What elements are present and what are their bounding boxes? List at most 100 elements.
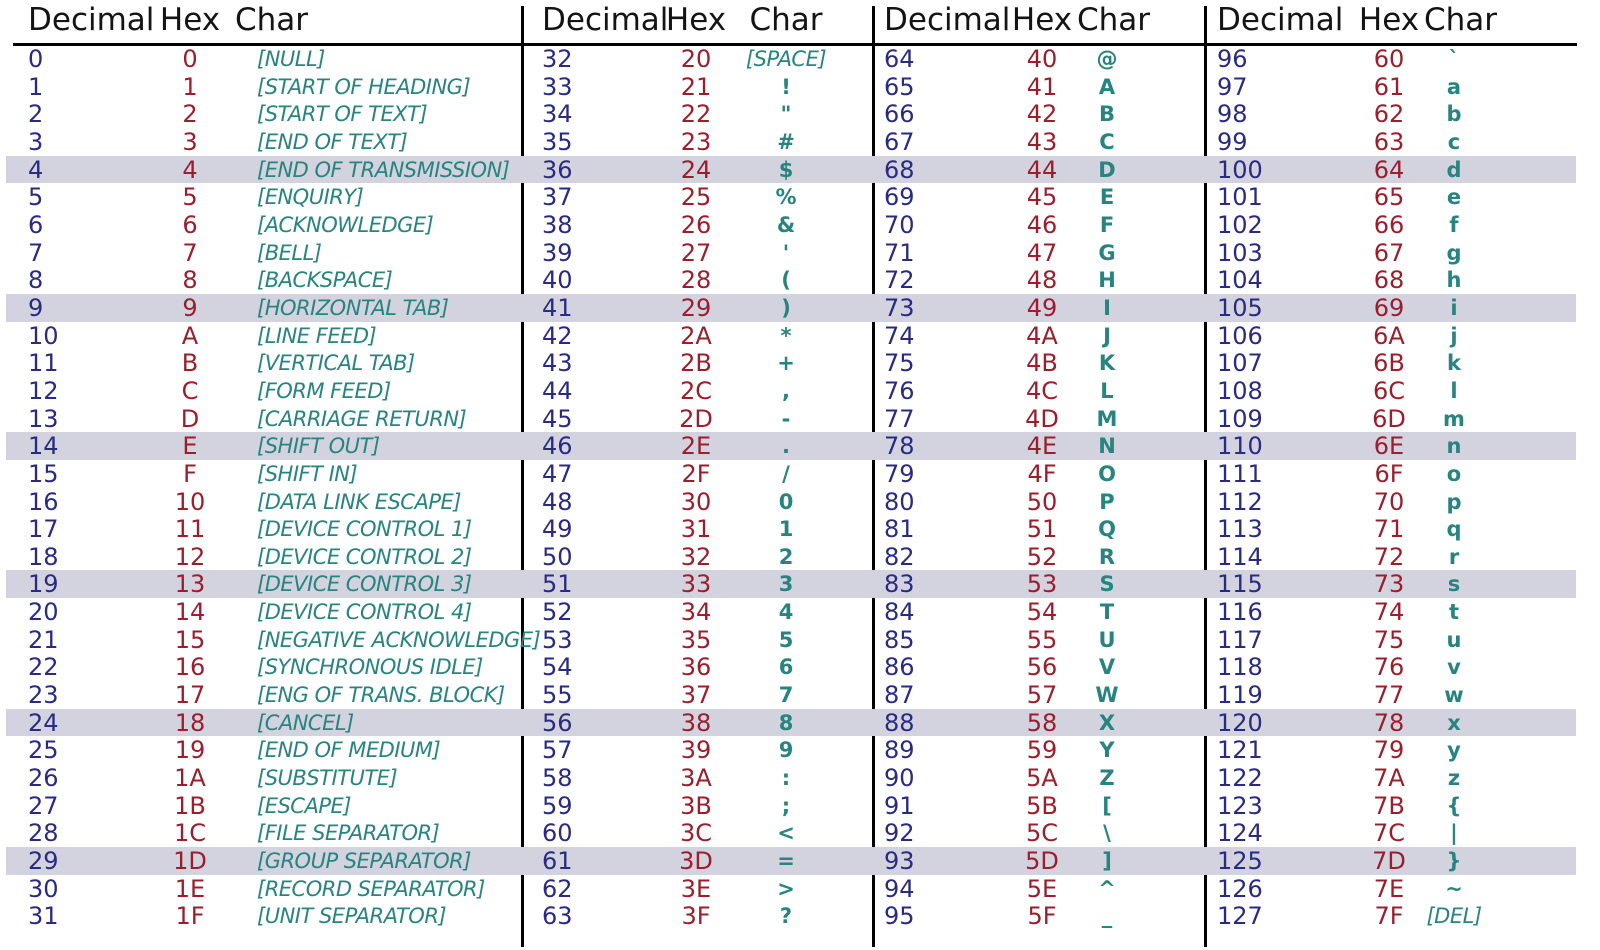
char-cell: [ACKNOWLEDGE] — [257, 212, 434, 237]
group-1-cells: 19 13 [DEVICE CONTROL 3] — [0, 570, 521, 598]
header-row: Decimal Hex Char Decimal Hex Char Decima… — [0, 0, 1600, 44]
decimal-cell: 42 — [542, 321, 573, 350]
hex-cell: 3 — [182, 127, 198, 156]
char-cell: < — [777, 821, 795, 846]
hex-cell: 63 — [1373, 127, 1405, 156]
char-cell: I — [1103, 295, 1111, 320]
table-row: 16 10 [DATA LINK ESCAPE] 48 30 0 80 50 P 112 70 p — [0, 488, 1600, 516]
group-4-cells: 113 71 q — [1204, 515, 1598, 543]
char-cell: E — [1099, 185, 1115, 210]
decimal-cell: 118 — [1217, 653, 1263, 682]
decimal-cell: 88 — [884, 708, 915, 737]
decimal-cell: 2 — [28, 100, 44, 129]
table-row: 0 0 [NULL] 32 20 [SPACE] 64 40 @96 60 ` — [0, 45, 1600, 73]
decimal-cell: 92 — [884, 819, 915, 848]
group-3-cells: 71 47 G — [872, 239, 1204, 267]
decimal-cell: 9 — [28, 293, 44, 322]
decimal-cell: 63 — [542, 902, 573, 931]
decimal-cell: 75 — [884, 349, 915, 378]
decimal-cell: 6 — [28, 210, 44, 239]
hex-cell: 44 — [1026, 155, 1058, 184]
table-row: 29 1D [GROUP SEPARATOR] 61 3D = 93 5D] 125 7D} — [0, 847, 1600, 875]
decimal-cell: 60 — [542, 819, 573, 848]
char-cell: 9 — [778, 738, 794, 763]
char-cell: r — [1448, 544, 1460, 569]
table-row: 25 19 [END OF MEDIUM] 57 39 9 89 59 Y 121 79 y — [0, 736, 1600, 764]
char-cell: n — [1446, 434, 1462, 459]
hex-cell: 23 — [680, 127, 712, 156]
hex-cell: 16 — [174, 653, 206, 682]
decimal-cell: 87 — [884, 681, 915, 710]
decimal-cell: 62 — [542, 874, 573, 903]
group-2-cells: 47 2F / — [521, 460, 872, 488]
table-row: 13 D [CARRIAGE RETURN] 45 2D - 77 4D M 109 6D m — [0, 405, 1600, 433]
char-cell: B — [1098, 102, 1115, 127]
decimal-cell: 41 — [542, 293, 573, 322]
char-cell: . — [782, 434, 790, 459]
group-3-cells: 83 53 S — [872, 570, 1204, 598]
group-1-cells: 4 4 [END OF TRANSMISSION] — [0, 156, 521, 184]
decimal-cell: 86 — [884, 653, 915, 682]
decimal-cell: 19 — [28, 570, 59, 599]
char-cell: M — [1096, 406, 1118, 431]
decimal-cell: 93 — [884, 847, 915, 876]
group-1-cells: 12 C [FORM FEED] — [0, 377, 521, 405]
decimal-cell: 111 — [1217, 459, 1263, 488]
hex-cell: 15 — [174, 625, 206, 654]
table-row: 21 15 [NEGATIVE ACKNOWLEDGE] 53 35 5 85 55 U 117 7… — [0, 626, 1600, 654]
table-row: 12 C [FORM FEED] 44 2C, 76 4C L 108 6C l — [0, 377, 1600, 405]
char-cell: q — [1446, 517, 1462, 542]
decimal-cell: 37 — [542, 183, 573, 212]
decimal-cell: 101 — [1217, 183, 1263, 212]
decimal-cell: 24 — [28, 708, 59, 737]
group-4-cells: 110 6E n — [1204, 432, 1598, 460]
group-2-cells: 39 27 ' — [521, 239, 872, 267]
char-cell: l — [1450, 378, 1458, 403]
group-2-cells: 53 35 5 — [521, 626, 872, 654]
decimal-cell: 85 — [884, 625, 915, 654]
group-3-cells: 74 4A J — [872, 322, 1204, 350]
hex-cell: 45 — [1026, 183, 1058, 212]
group-4-cells: 100 64 d — [1204, 156, 1598, 184]
decimal-cell: 80 — [884, 487, 915, 516]
table-row: 7 7 [BELL] 39 27 ' 71 47 G 103 67 g — [0, 239, 1600, 267]
hex-cell: 5F — [1027, 902, 1057, 931]
hex-cell: 53 — [1026, 570, 1058, 599]
char-cell: i — [1450, 295, 1458, 320]
hex-cell: B — [181, 349, 199, 378]
decimal-cell: 77 — [884, 404, 915, 433]
group-4-cells: 126 7E ~ — [1204, 875, 1598, 903]
decimal-cell: 83 — [884, 570, 915, 599]
char-cell: s — [1447, 572, 1461, 597]
decimal-cell: 110 — [1217, 432, 1263, 461]
hex-cell: 13 — [174, 570, 206, 599]
hex-cell: 77 — [1373, 681, 1405, 710]
decimal-cell: 78 — [884, 432, 915, 461]
char-cell: [SHIFT IN] — [257, 461, 358, 486]
char-cell: [LINE FEED] — [257, 323, 377, 348]
hex-cell: 4 — [182, 155, 198, 184]
decimal-cell: 103 — [1217, 238, 1263, 267]
hex-cell: 64 — [1373, 155, 1405, 184]
hex-cell: 3C — [679, 819, 713, 848]
group-2-cells: 58 3A: — [521, 764, 872, 792]
hex-cell: 52 — [1026, 542, 1058, 571]
char-cell: , — [782, 378, 790, 403]
hex-cell: 1E — [174, 874, 206, 903]
char-cell: O — [1098, 461, 1116, 486]
char-cell: % — [775, 185, 797, 210]
table-row: 3 3 [END OF TEXT] 35 23 #67 43 C 99 63 c — [0, 128, 1600, 156]
char-cell: [END OF TRANSMISSION] — [257, 157, 510, 182]
decimal-cell: 98 — [1217, 100, 1248, 129]
hex-cell: 6F — [1374, 459, 1404, 488]
hex-cell: 6B — [1373, 349, 1405, 378]
decimal-cell: 26 — [28, 764, 59, 793]
hex-cell: 4D — [1025, 404, 1059, 433]
decimal-cell: 106 — [1217, 321, 1263, 350]
decimal-cell: 47 — [542, 459, 573, 488]
decimal-cell: 127 — [1217, 902, 1263, 931]
hex-cell: 2C — [679, 376, 713, 405]
group-1-cells: 31 1F [UNIT SEPARATOR] — [0, 902, 521, 930]
group-3-cells: 64 40 @ — [872, 45, 1204, 73]
